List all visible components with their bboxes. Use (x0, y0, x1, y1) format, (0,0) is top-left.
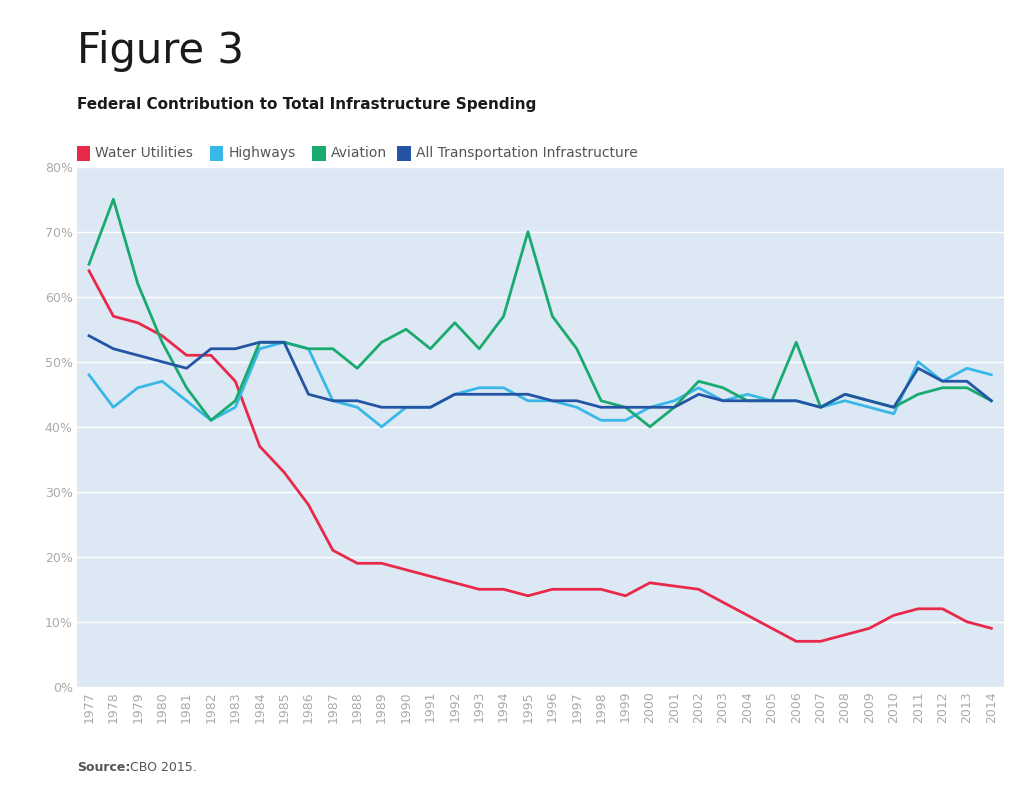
Text: Federal Contribution to Total Infrastructure Spending: Federal Contribution to Total Infrastruc… (77, 97, 537, 112)
Text: Water Utilities: Water Utilities (95, 146, 194, 160)
Text: Highways: Highways (228, 146, 296, 160)
Text: Aviation: Aviation (331, 146, 387, 160)
Text: Figure 3: Figure 3 (77, 30, 244, 72)
Text: CBO 2015.: CBO 2015. (126, 761, 197, 774)
Text: Source:: Source: (77, 761, 130, 774)
Text: All Transportation Infrastructure: All Transportation Infrastructure (416, 146, 638, 160)
